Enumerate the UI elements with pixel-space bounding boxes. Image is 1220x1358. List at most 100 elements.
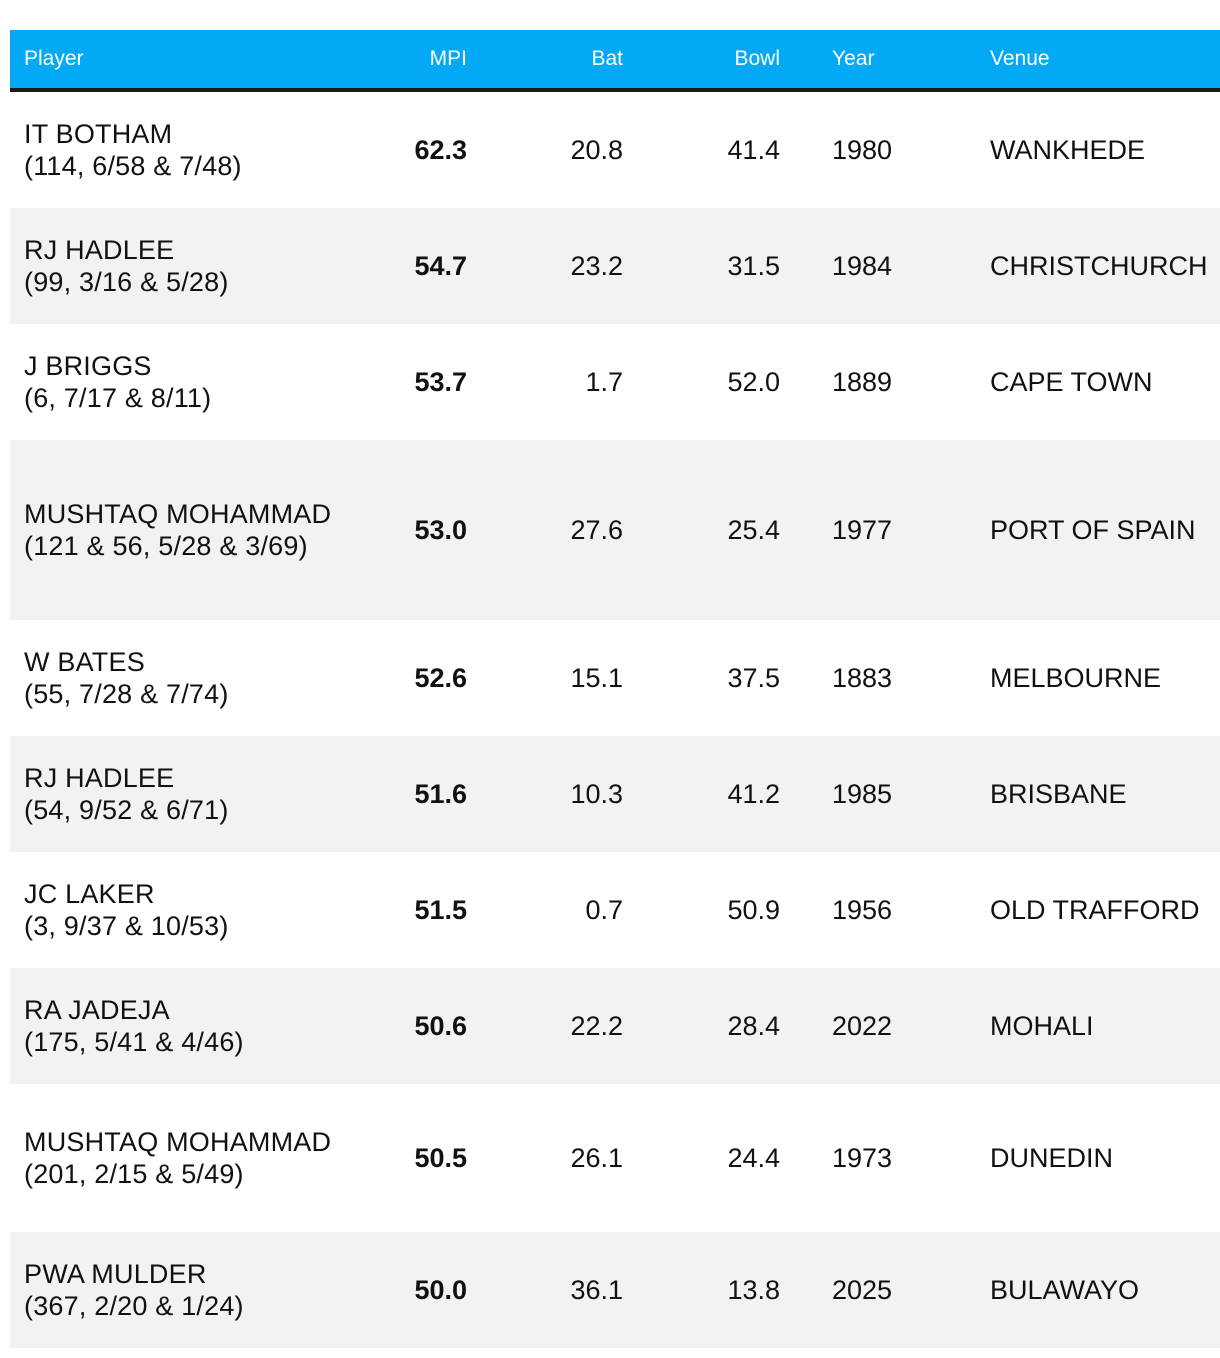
player-match-figures: (175, 5/41 & 4/46) <box>24 1027 244 1057</box>
cell-bat: 1.7 <box>585 366 623 397</box>
table-row[interactable]: IT BOTHAM (114, 6/58 & 7/48) 62.3 20.8 41.4 1… <box>10 92 1220 208</box>
cell-player: J BRIGGS (6, 7/17 & 8/11) <box>10 324 354 440</box>
header-venue[interactable]: Venue <box>990 47 1050 70</box>
player-match-figures: (6, 7/17 & 8/11) <box>24 383 212 413</box>
table-row[interactable]: PWA MULDER (367, 2/20 & 1/24) 50.0 36.1 13.8… <box>10 1232 1220 1348</box>
cell-year: 1985 <box>832 778 893 809</box>
cell-player: PWA MULDER (367, 2/20 & 1/24) <box>10 1232 354 1348</box>
cell-player: RJ HADLEE (99, 3/16 & 5/28) <box>10 208 354 324</box>
cell-year: 1980 <box>832 134 893 165</box>
cell-mpi: 53.7 <box>354 324 467 440</box>
header-bat[interactable]: Bat <box>591 47 623 70</box>
cell-bat: 0.7 <box>585 894 623 925</box>
cell-venue: CHRISTCHURCH <box>990 250 1208 281</box>
mpi-value: 50.6 <box>414 1010 467 1041</box>
table-body: IT BOTHAM (114, 6/58 & 7/48) 62.3 20.8 41.4 1… <box>10 92 1220 1348</box>
cell-bat: 10.3 <box>570 778 623 809</box>
cell-bowl: 50.9 <box>727 894 780 925</box>
cell-bowl: 24.4 <box>727 1142 780 1173</box>
mpi-value: 51.5 <box>414 894 467 925</box>
table-row[interactable]: RJ HADLEE (99, 3/16 & 5/28) 54.7 23.2 31.5 19… <box>10 208 1220 324</box>
cell-player: RA JADEJA (175, 5/41 & 4/46) <box>10 968 354 1084</box>
mpi-value: 50.5 <box>414 1142 467 1173</box>
header-bowl[interactable]: Bowl <box>734 47 780 70</box>
cell-venue: CAPE TOWN <box>990 366 1153 397</box>
cell-bat: 26.1 <box>570 1142 623 1173</box>
player-name: PWA MULDER <box>24 1259 207 1289</box>
cell-mpi: 51.6 <box>354 736 467 852</box>
player-match-figures: (201, 2/15 & 5/49) <box>24 1159 244 1189</box>
header-divider <box>10 88 1220 92</box>
cell-bat: 22.2 <box>570 1010 623 1041</box>
cell-venue: PORT OF SPAIN <box>990 514 1196 545</box>
mpi-table-container: Player MPI Bat Bowl Year Venue IT BOTHAM… <box>10 30 1220 1348</box>
player-match-figures: (55, 7/28 & 7/74) <box>24 679 229 709</box>
cell-venue: WANKHEDE <box>990 134 1146 165</box>
cell-mpi: 51.5 <box>354 852 467 968</box>
cell-bat: 15.1 <box>570 662 623 693</box>
mpi-value: 52.6 <box>414 662 467 693</box>
player-name: RJ HADLEE <box>24 763 175 793</box>
cell-player: MUSHTAQ MOHAMMAD (201, 2/15 & 5/49) <box>10 1084 354 1232</box>
cell-venue: DUNEDIN <box>990 1142 1114 1173</box>
cell-bowl: 37.5 <box>727 662 780 693</box>
cell-mpi: 54.7 <box>354 208 467 324</box>
cell-mpi: 50.6 <box>354 968 467 1084</box>
cell-player: W BATES (55, 7/28 & 7/74) <box>10 620 354 736</box>
mpi-table: Player MPI Bat Bowl Year Venue IT BOTHAM… <box>10 30 1220 1348</box>
table-row[interactable]: W BATES (55, 7/28 & 7/74) 52.6 15.1 37.5 1883… <box>10 620 1220 736</box>
cell-mpi: 52.6 <box>354 620 467 736</box>
cell-bat: 23.2 <box>570 250 623 281</box>
cell-bowl: 28.4 <box>727 1010 780 1041</box>
table-header: Player MPI Bat Bowl Year Venue <box>10 30 1220 88</box>
cell-player: IT BOTHAM (114, 6/58 & 7/48) <box>10 92 354 208</box>
player-name: J BRIGGS <box>24 351 152 381</box>
cell-bat: 36.1 <box>570 1274 623 1305</box>
mpi-value: 62.3 <box>414 134 467 165</box>
cell-year: 1984 <box>832 250 893 281</box>
cell-year: 1956 <box>832 894 893 925</box>
cell-bowl: 31.5 <box>727 250 780 281</box>
table-row[interactable]: J BRIGGS (6, 7/17 & 8/11) 53.7 1.7 52.0 1889 C… <box>10 324 1220 440</box>
mpi-value: 51.6 <box>414 778 467 809</box>
player-match-figures: (99, 3/16 & 5/28) <box>24 267 229 297</box>
player-match-figures: (3, 9/37 & 10/53) <box>24 911 229 941</box>
header-player[interactable]: Player <box>24 47 84 70</box>
table-row[interactable]: JC LAKER (3, 9/37 & 10/53) 51.5 0.7 50.9 1956… <box>10 852 1220 968</box>
mpi-value: 50.0 <box>414 1274 467 1305</box>
cell-year: 1973 <box>832 1142 893 1173</box>
table-row[interactable]: RJ HADLEE (54, 9/52 & 6/71) 51.6 10.3 41.2 19… <box>10 736 1220 852</box>
cell-bowl: 25.4 <box>727 514 780 545</box>
cell-year: 2025 <box>832 1274 893 1305</box>
header-year[interactable]: Year <box>832 47 875 70</box>
player-name: W BATES <box>24 647 145 677</box>
player-name: MUSHTAQ MOHAMMAD <box>24 499 332 529</box>
cell-player: JC LAKER (3, 9/37 & 10/53) <box>10 852 354 968</box>
table-row[interactable]: MUSHTAQ MOHAMMAD (201, 2/15 & 5/49) 50.5 26… <box>10 1084 1220 1232</box>
table-row[interactable]: RA JADEJA (175, 5/41 & 4/46) 50.6 22.2 28.4 2… <box>10 968 1220 1084</box>
player-name: MUSHTAQ MOHAMMAD <box>24 1127 332 1157</box>
cell-bat: 20.8 <box>570 134 623 165</box>
player-name: JC LAKER <box>24 879 155 909</box>
player-match-figures: (54, 9/52 & 6/71) <box>24 795 229 825</box>
cell-bowl: 41.2 <box>727 778 780 809</box>
cell-bowl: 13.8 <box>727 1274 780 1305</box>
cell-year: 2022 <box>832 1010 893 1041</box>
cell-venue: OLD TRAFFORD <box>990 894 1200 925</box>
mpi-value: 54.7 <box>414 250 467 281</box>
cell-bowl: 52.0 <box>727 366 780 397</box>
header-row: Player MPI Bat Bowl Year Venue <box>10 30 1220 88</box>
cell-venue: BULAWAYO <box>990 1274 1140 1305</box>
cell-venue: BRISBANE <box>990 778 1127 809</box>
player-match-figures: (367, 2/20 & 1/24) <box>24 1291 244 1321</box>
cell-mpi: 62.3 <box>354 92 467 208</box>
mpi-value: 53.7 <box>414 366 467 397</box>
cell-year: 1977 <box>832 514 893 545</box>
cell-player: RJ HADLEE (54, 9/52 & 6/71) <box>10 736 354 852</box>
cell-player: MUSHTAQ MOHAMMAD (121 & 56, 5/28 & 3/69) <box>10 440 354 620</box>
player-match-figures: (114, 6/58 & 7/48) <box>24 151 242 181</box>
header-mpi[interactable]: MPI <box>429 47 467 70</box>
cell-venue: MOHALI <box>990 1010 1094 1041</box>
cell-mpi: 50.5 <box>354 1084 467 1232</box>
table-row[interactable]: MUSHTAQ MOHAMMAD (121 & 56, 5/28 & 3/69) 5… <box>10 440 1220 620</box>
